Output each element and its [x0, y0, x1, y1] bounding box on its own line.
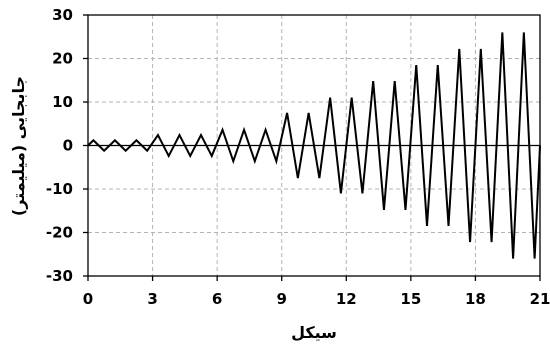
y-tick-label: -20: [46, 224, 73, 242]
x-tick-label: 15: [400, 290, 421, 308]
x-tick-label: 21: [530, 290, 550, 308]
displacement-series-line: [87, 32, 541, 259]
y-tick-label: 30: [52, 6, 73, 24]
x-axis-title: سیکل: [291, 323, 337, 342]
x-tick-label: 12: [336, 290, 357, 308]
y-axis-title: جابجایی (میلیمتر): [9, 76, 28, 216]
y-tick-label: 0: [63, 137, 73, 155]
y-tick-label: 10: [52, 93, 73, 111]
x-tick-label: 9: [276, 290, 286, 308]
y-tick-label: -10: [46, 180, 73, 198]
x-tick-label: 3: [147, 290, 157, 308]
y-tick-labels: -30 -20 -10 0 10 20 30: [46, 6, 73, 285]
y-tick-label: 20: [52, 50, 73, 68]
y-tick-label: -30: [46, 267, 73, 285]
plot-frame: [83, 14, 541, 281]
series-layer: [87, 32, 541, 259]
x-tick-label: 0: [83, 290, 93, 308]
x-tick-label: 18: [465, 290, 486, 308]
gridlines: [88, 15, 540, 276]
x-tick-labels: 0 3 6 9 12 15 18 21: [83, 290, 550, 308]
x-tick-label: 6: [212, 290, 222, 308]
